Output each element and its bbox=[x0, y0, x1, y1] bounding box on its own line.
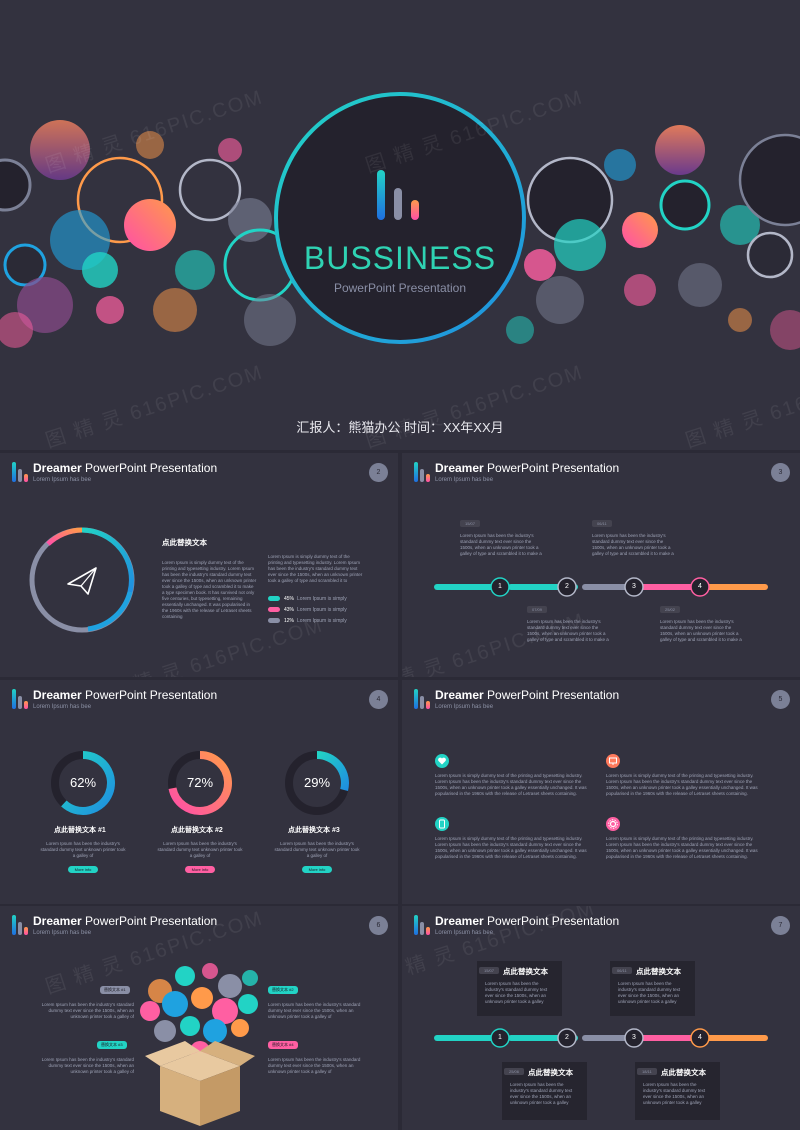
tag-label: 替换文本 #1 bbox=[100, 986, 130, 994]
slide-title: Dreamer PowerPoint Presentation bbox=[435, 461, 620, 475]
slide-number-badge: 7 bbox=[771, 916, 790, 935]
slide-title: Dreamer PowerPoint Presentation bbox=[435, 914, 620, 928]
slide-subtitle: Lorem Ipsum has bee bbox=[33, 930, 92, 936]
cover-title: BUSSINESS bbox=[303, 240, 497, 276]
donut-caption: 点此替换文本 #3 bbox=[288, 827, 340, 834]
block-heading: 点此替换文本 bbox=[162, 538, 207, 547]
idea-box-illustration bbox=[140, 963, 258, 1126]
slide-number-badge: 6 bbox=[369, 916, 388, 935]
timeline-note: Lorem Ipsum has been the industry's stan… bbox=[460, 533, 542, 556]
more-info-button[interactable]: More info bbox=[302, 866, 332, 873]
slide-subtitle: Lorem Ipsum has bee bbox=[435, 704, 494, 710]
tag-text: Lorem Ipsum has been the industry's stan… bbox=[268, 1057, 361, 1074]
tag-text: Lorem Ipsum has been the industry's stan… bbox=[41, 1057, 134, 1074]
logo-icon bbox=[12, 462, 28, 482]
tag-label: 替换文本 #4 bbox=[268, 1041, 298, 1049]
date-tag: 25/02 bbox=[660, 606, 681, 613]
slide-number-badge: 5 bbox=[771, 690, 790, 709]
donut-arc bbox=[61, 751, 115, 815]
logo-icon bbox=[12, 689, 28, 709]
donut-text: Lorem Ipsum has been the industry's stan… bbox=[40, 841, 126, 858]
mobile-icon bbox=[435, 817, 449, 831]
slide-7: Dreamer PowerPoint Presentation Lorem Ip… bbox=[402, 906, 800, 1130]
timeline-card: 06/11 点此替换文本 Lorem Ipsum has been the in… bbox=[610, 961, 695, 1016]
bubble-decoration bbox=[0, 110, 800, 350]
tag-text: Lorem Ipsum has been the industry's stan… bbox=[268, 1002, 361, 1019]
legend-item: 12% Lorem Ipsum is simply bbox=[268, 618, 347, 624]
feature-text: Lorem Ipsum is simply dummy text of the … bbox=[606, 836, 758, 859]
timeline-bar bbox=[434, 1028, 768, 1048]
date-tag: 07/09 bbox=[527, 606, 548, 613]
more-info-button[interactable]: More info bbox=[185, 866, 215, 873]
timeline-note: Lorem Ipsum has been the industry's stan… bbox=[660, 619, 742, 642]
donut-value-label: 29% bbox=[303, 775, 331, 790]
tag-label: 替换文本 #2 bbox=[268, 986, 298, 994]
feature-text: Lorem Ipsum is simply dummy text of the … bbox=[606, 773, 758, 796]
slide-title: Dreamer PowerPoint Presentation bbox=[33, 461, 218, 475]
donut-group bbox=[51, 751, 349, 815]
legend-item: 45% Lorem Ipsum is simply bbox=[268, 596, 347, 602]
timeline-note: Lorem Ipsum has been the industry's stan… bbox=[527, 619, 609, 642]
step-number: 3 bbox=[632, 583, 636, 590]
cover-ring bbox=[274, 92, 526, 344]
step-number: 4 bbox=[698, 1034, 702, 1041]
donut-arc bbox=[168, 751, 232, 815]
block-text-right: Lorem Ipsum is simply dummy text of the … bbox=[268, 554, 363, 583]
logo-icon bbox=[12, 915, 28, 935]
timeline-card: 25/06 点此替换文本 Lorem Ipsum has been the in… bbox=[502, 1062, 587, 1120]
logo-icon bbox=[414, 915, 430, 935]
heart-icon bbox=[435, 754, 449, 768]
date-tag: 15/07 bbox=[460, 520, 481, 527]
logo-icon bbox=[414, 462, 430, 482]
paper-plane-ring bbox=[29, 527, 135, 633]
screen-icon bbox=[606, 754, 620, 768]
donut-caption: 点此替换文本 #2 bbox=[171, 827, 223, 834]
step-number: 2 bbox=[565, 1034, 569, 1041]
date-tag: 06/11 bbox=[592, 520, 612, 527]
slide-subtitle: Lorem Ipsum has bee bbox=[33, 704, 92, 710]
legend-item: 43% Lorem Ipsum is simply bbox=[268, 607, 347, 613]
tag-label: 替换文本 #3 bbox=[97, 1041, 127, 1049]
timeline-note: Lorem Ipsum has been the industry's stan… bbox=[592, 533, 674, 556]
step-number: 2 bbox=[565, 583, 569, 590]
slide-2: Dreamer PowerPoint Presentation Lorem Ip… bbox=[0, 453, 398, 677]
donut-value-label: 62% bbox=[69, 775, 97, 790]
slide-subtitle: Lorem Ipsum has bee bbox=[435, 930, 494, 936]
slide-subtitle: Lorem Ipsum has bee bbox=[435, 477, 494, 483]
feature-text: Lorem Ipsum is simply dummy text of the … bbox=[435, 836, 587, 859]
slide-title: Dreamer PowerPoint Presentation bbox=[33, 688, 218, 702]
block-text: Lorem Ipsum is simply dummy text of the … bbox=[162, 560, 257, 619]
tag-text: Lorem Ipsum has been the industry's stan… bbox=[41, 1002, 134, 1019]
gear-icon bbox=[606, 817, 620, 831]
donut-text: Lorem Ipsum has been the industry's stan… bbox=[274, 841, 360, 858]
slide-3: Dreamer PowerPoint Presentation Lorem Ip… bbox=[402, 453, 800, 677]
cover-subtitle: PowerPoint Presentation bbox=[333, 281, 467, 295]
timeline-card: 18/11 点此替换文本 Lorem Ipsum has been the in… bbox=[635, 1062, 720, 1120]
donut-text: Lorem Ipsum has been the industry's stan… bbox=[157, 841, 243, 858]
slide-number-badge: 2 bbox=[369, 463, 388, 482]
slide-6: Dreamer PowerPoint Presentation Lorem Ip… bbox=[0, 906, 398, 1130]
step-number: 4 bbox=[698, 583, 702, 590]
timeline-bar bbox=[434, 577, 768, 597]
slide-title: Dreamer PowerPoint Presentation bbox=[435, 688, 620, 702]
slide-5: Dreamer PowerPoint Presentation Lorem Ip… bbox=[402, 680, 800, 904]
slide-number-badge: 3 bbox=[771, 463, 790, 482]
donut-value-label: 72% bbox=[186, 775, 214, 790]
donut-arc bbox=[316, 751, 349, 791]
step-number: 1 bbox=[498, 1034, 502, 1041]
logo-icon bbox=[414, 689, 430, 709]
slide-4: Dreamer PowerPoint Presentation Lorem Ip… bbox=[0, 680, 398, 904]
step-number: 1 bbox=[498, 583, 502, 590]
paper-plane-icon bbox=[67, 567, 97, 595]
slide-subtitle: Lorem Ipsum has bee bbox=[33, 477, 92, 483]
slide-title: Dreamer PowerPoint Presentation bbox=[33, 914, 218, 928]
step-number: 3 bbox=[632, 1034, 636, 1041]
slide-number-badge: 4 bbox=[369, 690, 388, 709]
cover-slide: BUSSINESS PowerPoint Presentation 汇报人：熊猫… bbox=[0, 0, 800, 450]
timeline-card: 15/07 点此替换文本 Lorem Ipsum has been the in… bbox=[477, 961, 562, 1016]
more-info-button[interactable]: More info bbox=[68, 866, 98, 873]
donut-caption: 点此替换文本 #1 bbox=[54, 827, 106, 834]
cover-footer: 汇报人：熊猫办公 时间：XX年XX月 bbox=[296, 420, 504, 435]
feature-text: Lorem Ipsum is simply dummy text of the … bbox=[435, 773, 587, 796]
